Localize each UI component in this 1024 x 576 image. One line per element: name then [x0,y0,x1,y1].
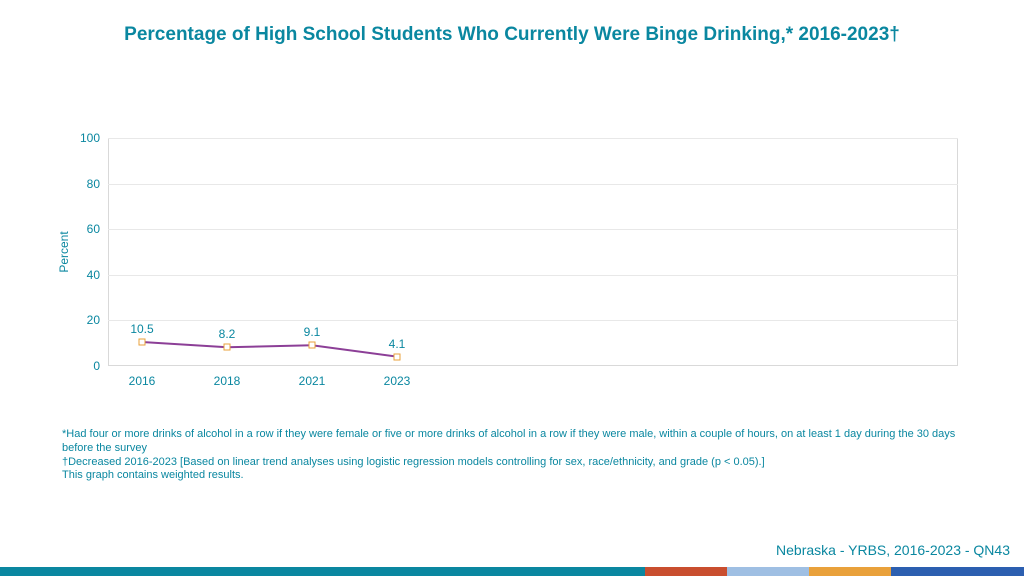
data-label: 8.2 [219,327,236,341]
gridline [108,275,958,276]
footnote-line: †Decreased 2016-2023 [Based on linear tr… [62,456,984,470]
data-marker [394,353,401,360]
y-tick-label: 40 [87,268,108,282]
data-label: 4.1 [389,337,406,351]
y-tick-label: 80 [87,177,108,191]
series-line [142,342,397,357]
chart-area: Percent 020406080100201620182021202310.5… [108,138,958,366]
footer-color-bar [0,567,1024,576]
footer-segment [645,567,727,576]
data-marker [139,339,146,346]
y-tick-label: 0 [93,359,108,373]
footer-segment [0,567,645,576]
footnote-line: *Had four or more drinks of alcohol in a… [62,428,984,456]
x-tick-label: 2016 [129,366,156,388]
chart-title: Percentage of High School Students Who C… [0,24,1024,46]
x-tick-label: 2023 [384,366,411,388]
y-tick-label: 60 [87,222,108,236]
data-marker [309,342,316,349]
gridline [108,320,958,321]
y-tick-label: 100 [80,131,108,145]
gridline [108,184,958,185]
data-label: 10.5 [130,322,153,336]
data-marker [224,344,231,351]
footnote-line: This graph contains weighted results. [62,469,984,483]
gridline [108,138,958,139]
y-tick-label: 20 [87,313,108,327]
source-label: Nebraska - YRBS, 2016-2023 - QN43 [776,542,1010,558]
y-axis-label: Percent [57,231,71,272]
x-tick-label: 2021 [299,366,326,388]
data-label: 9.1 [304,325,321,339]
x-tick-label: 2018 [214,366,241,388]
footer-segment [809,567,891,576]
footer-segment [891,567,1024,576]
footer-segment [727,567,809,576]
gridline [108,229,958,230]
footnotes: *Had four or more drinks of alcohol in a… [62,428,984,483]
